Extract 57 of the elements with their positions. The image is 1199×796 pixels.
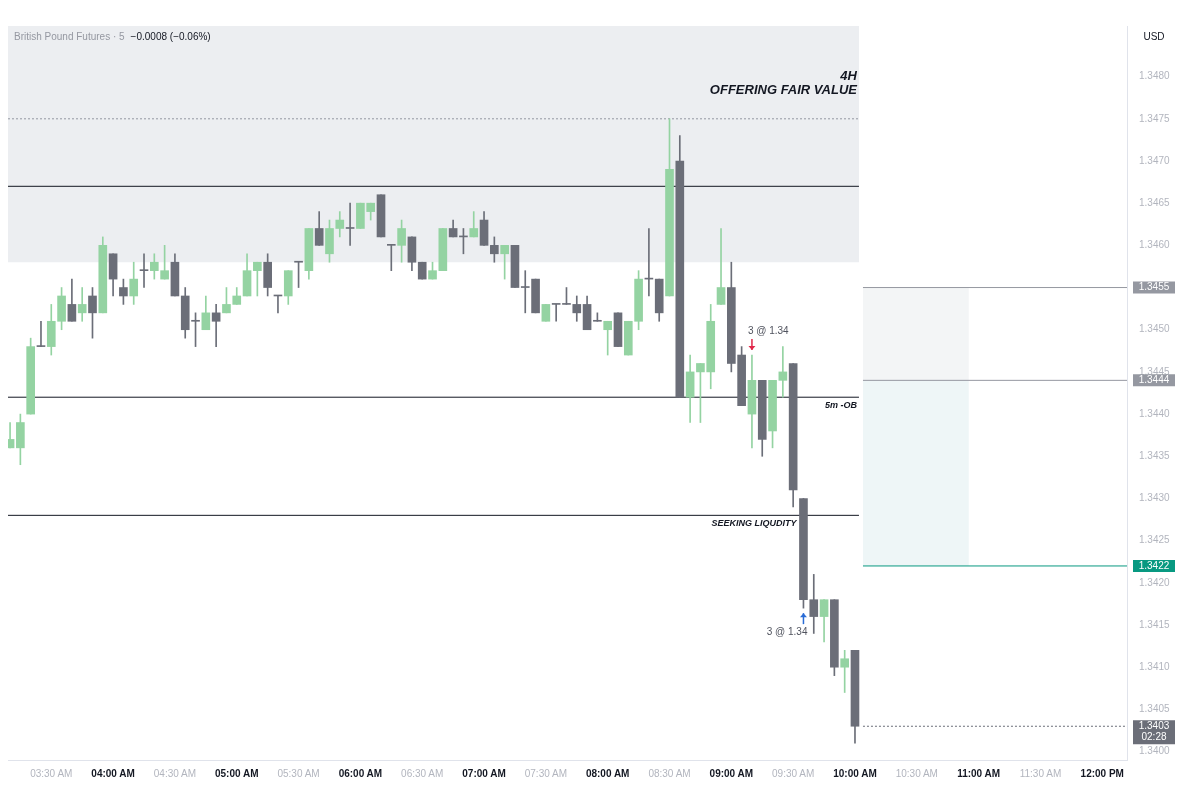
candlestick xyxy=(36,320,46,347)
ref-line-label: 1.3422 xyxy=(1138,559,1170,571)
x-tick-label: 06:00 AM xyxy=(338,767,383,779)
x-tick-label: 04:00 AM xyxy=(91,767,135,779)
annotation: 3 @ 1.34 xyxy=(766,625,808,637)
x-tick-label: 04:30 AM xyxy=(153,767,197,779)
y-tick-label: 1.3460 xyxy=(1139,239,1171,251)
ref-line-label: 1.3444 xyxy=(1138,374,1170,386)
x-tick-label: 05:30 AM xyxy=(277,767,320,779)
y-tick-label: 1.3445 xyxy=(1139,365,1171,377)
text: British Pound Futures · 5 xyxy=(14,30,126,42)
y-tick-label: 1.3435 xyxy=(1139,450,1171,462)
x-tick-label: 11:30 AM xyxy=(1019,767,1062,779)
x-tick-label: 07:30 AM xyxy=(524,767,567,779)
y-tick-label: 1.3430 xyxy=(1139,492,1171,504)
candlestick xyxy=(840,649,850,693)
x-tick-label: 06:30 AM xyxy=(401,767,444,779)
ref-line-label: 1.3455 xyxy=(1138,281,1170,293)
text: 02:28 xyxy=(1141,731,1167,742)
y-axis-title: USD xyxy=(1143,30,1165,42)
y-tick-label: 1.3465 xyxy=(1139,196,1171,208)
candlestick xyxy=(139,253,149,288)
y-tick-label: 1.3410 xyxy=(1139,660,1171,672)
candlestick xyxy=(778,346,788,398)
y-tick-label: 1.3470 xyxy=(1139,154,1171,166)
band-label: 4H OFFERING FAIR VALUE xyxy=(709,68,858,98)
y-tick-label: 1.3480 xyxy=(1139,70,1171,82)
candlestick xyxy=(345,202,355,246)
x-tick-label: 07:00 AM xyxy=(462,767,506,779)
y-tick-label: 1.3405 xyxy=(1139,703,1171,715)
x-tick-label: 10:00 AM xyxy=(833,767,877,779)
candlestick xyxy=(77,287,87,322)
y-tick-label: 1.3425 xyxy=(1139,534,1171,546)
ref-line-label: SEEKING LIQUDITY xyxy=(711,518,798,529)
x-tick-label: 03:30 AM xyxy=(30,767,73,779)
candlestick xyxy=(211,304,221,347)
annotation: 3 @ 1.34 xyxy=(747,324,790,336)
y-tick-label: 1.3420 xyxy=(1139,576,1171,588)
candlestick xyxy=(551,303,561,322)
x-tick-label: 08:30 AM xyxy=(648,767,691,779)
x-tick-label: 08:00 AM xyxy=(585,767,630,779)
y-tick-label: 1.3475 xyxy=(1139,112,1171,124)
text: −0.0008 (−0.06%) xyxy=(130,30,211,42)
ref-line-label: 5m -OB xyxy=(824,400,858,411)
y-tick-label: 1.3415 xyxy=(1139,618,1171,630)
ref-line-label: 1.3403 xyxy=(1138,720,1170,731)
y-tick-label: 1.3450 xyxy=(1139,323,1171,335)
x-tick-label: 05:00 AM xyxy=(214,767,259,779)
y-tick-label: 1.3440 xyxy=(1139,407,1171,419)
x-tick-label: 09:30 AM xyxy=(772,767,815,779)
x-tick-label: 09:00 AM xyxy=(709,767,754,779)
y-tick-label: 1.3400 xyxy=(1139,745,1171,757)
x-tick-label: 12:00 PM xyxy=(1080,767,1124,779)
candlestick xyxy=(386,244,396,271)
candlestick xyxy=(716,228,726,305)
x-tick-label: 10:30 AM xyxy=(895,767,938,779)
x-tick-label: 11:00 AM xyxy=(957,767,1001,779)
